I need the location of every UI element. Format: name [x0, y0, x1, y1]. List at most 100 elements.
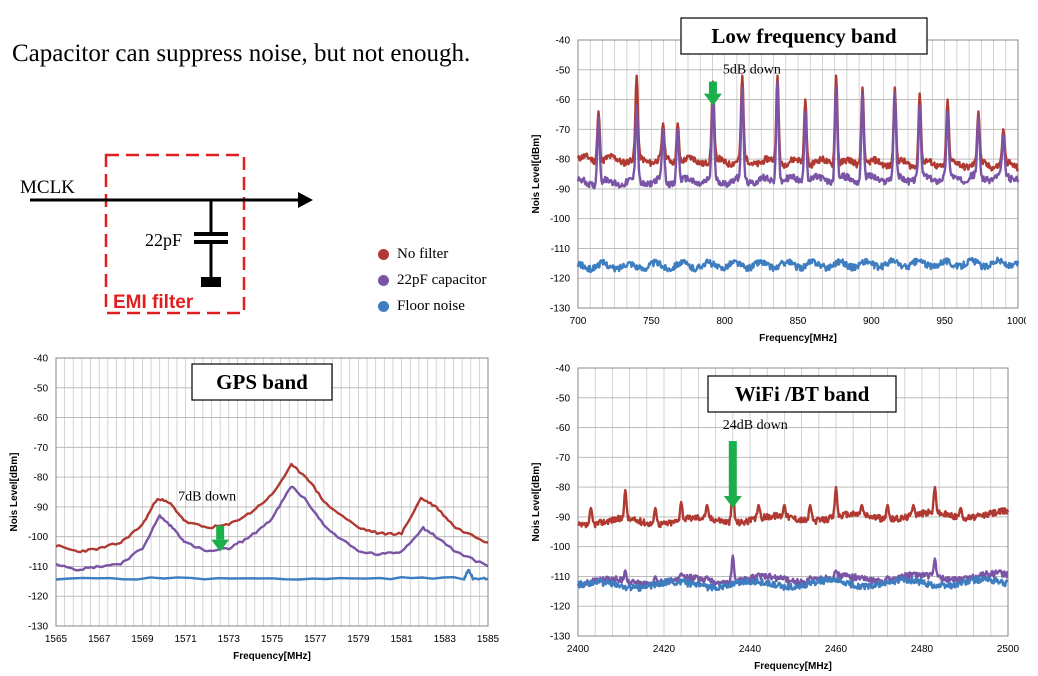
- x-tick-label: 1000: [1007, 316, 1026, 327]
- x-tick-label: 2440: [739, 644, 762, 655]
- x-tick-label: 2460: [825, 644, 848, 655]
- plot-area: [577, 367, 1009, 637]
- y-tick-label: -80: [556, 483, 571, 494]
- x-tick-label: 1575: [261, 634, 284, 645]
- series-line-floor-noise: [55, 568, 489, 581]
- legend-item-22pf-capacitor: 22pF capacitor: [378, 267, 487, 293]
- chart-title-box: [191, 363, 333, 401]
- mclk-label: MCLK: [20, 177, 75, 198]
- y-tick-label: -60: [34, 413, 49, 424]
- y-tick-label: -130: [28, 622, 48, 633]
- annotation-label: 7dB down: [178, 490, 236, 505]
- x-tick-label: 1573: [218, 634, 241, 645]
- chart-title: WiFi /BT band: [735, 382, 870, 406]
- x-tick-label: 1581: [390, 634, 413, 645]
- legend-marker: [378, 274, 389, 286]
- annotation-arrow-icon: [211, 525, 230, 552]
- y-tick-label: -120: [550, 274, 570, 285]
- x-axis-label: Frequency[MHz]: [759, 333, 837, 344]
- x-tick-label: 1571: [174, 634, 197, 645]
- x-tick-label: 1565: [45, 634, 68, 645]
- slide-headline: Capacitor can suppress noise, but not en…: [12, 40, 471, 67]
- y-tick-label: -100: [550, 214, 570, 225]
- y-tick-label: -80: [556, 155, 571, 166]
- x-tick-label: 1577: [304, 634, 327, 645]
- signal-arrow-icon: [298, 192, 313, 208]
- y-tick-label: -40: [34, 354, 49, 365]
- chart-title: GPS band: [216, 370, 308, 394]
- y-tick-label: -120: [28, 592, 48, 603]
- y-tick-label: -50: [556, 393, 571, 404]
- ground-icon: [201, 277, 221, 287]
- y-tick-label: -90: [556, 512, 571, 523]
- y-tick-label: -50: [34, 383, 49, 394]
- capacitor-value-label: 22pF: [145, 230, 182, 250]
- series-line-no-filter: [577, 482, 1010, 529]
- y-tick-label: -90: [34, 502, 49, 513]
- y-tick-label: -110: [551, 572, 571, 583]
- annotation-arrow-icon: [703, 81, 722, 106]
- x-tick-label: 850: [790, 316, 807, 327]
- y-tick-label: -70: [34, 443, 49, 454]
- x-tick-label: 700: [570, 316, 587, 327]
- x-tick-label: 2500: [997, 644, 1020, 655]
- x-tick-label: 2480: [911, 644, 934, 655]
- y-tick-label: -60: [556, 95, 571, 106]
- chart-title: Low frequency band: [711, 24, 896, 48]
- x-tick-label: 1567: [88, 634, 111, 645]
- y-tick-label: -110: [29, 562, 49, 573]
- x-tick-label: 750: [643, 316, 660, 327]
- y-tick-label: -100: [550, 542, 570, 553]
- y-axis-label: Nois Level[dBm]: [531, 463, 542, 542]
- y-tick-label: -70: [556, 453, 571, 464]
- y-axis-label: Nois Level[dBm]: [531, 135, 542, 214]
- legend-marker: [378, 248, 389, 260]
- y-tick-label: -110: [551, 244, 571, 255]
- x-tick-label: 900: [863, 316, 880, 327]
- series-line-no-filter: [55, 462, 489, 554]
- y-tick-label: -40: [556, 36, 571, 47]
- legend-item-no-filter: No filter: [378, 241, 487, 267]
- y-tick-label: -80: [34, 473, 49, 484]
- y-tick-label: -50: [556, 65, 571, 76]
- emi-filter-box: [104, 153, 246, 315]
- legend-label: 22pF capacitor: [397, 271, 487, 288]
- legend-label: Floor noise: [397, 297, 465, 314]
- annotation-arrow-icon: [723, 441, 742, 509]
- emi-filter-label: EMI filter: [113, 292, 194, 313]
- legend: No filter 22pF capacitor Floor noise: [378, 241, 487, 319]
- series-line-22pf-capacitor: [576, 80, 1020, 190]
- x-axis-label: Frequency[MHz]: [754, 661, 832, 672]
- y-tick-label: -60: [556, 423, 571, 434]
- y-tick-label: -40: [556, 364, 571, 375]
- emi-filter-circuit-diagram: MCLK 22pF EMI filter: [20, 153, 313, 315]
- y-tick-label: -90: [556, 184, 571, 195]
- x-tick-label: 2420: [653, 644, 676, 655]
- x-axis-label: Frequency[MHz]: [233, 651, 311, 662]
- x-tick-label: 1585: [477, 634, 500, 645]
- x-tick-label: 1579: [347, 634, 370, 645]
- series-line-22pf-capacitor: [55, 485, 489, 572]
- y-tick-label: -100: [28, 532, 48, 543]
- y-tick-label: -130: [550, 632, 570, 643]
- series-line-floor-noise: [577, 575, 1009, 593]
- x-tick-label: 800: [716, 316, 733, 327]
- series-line-floor-noise: [576, 256, 1020, 274]
- legend-marker: [378, 300, 389, 312]
- y-tick-label: -130: [550, 304, 570, 315]
- y-axis-label: Nois Level[dBm]: [9, 453, 20, 532]
- x-tick-label: 1583: [434, 634, 457, 645]
- annotation-label: 24dB down: [723, 418, 788, 433]
- x-tick-label: 950: [936, 316, 953, 327]
- chart-title-box: [707, 375, 897, 413]
- chart-title-box: [680, 17, 928, 55]
- y-tick-label: -120: [550, 602, 570, 613]
- x-tick-label: 2400: [567, 644, 590, 655]
- y-tick-label: -70: [556, 125, 571, 136]
- plot-area: [55, 357, 489, 627]
- annotation-label: 5dB down: [723, 63, 781, 78]
- legend-label: No filter: [397, 245, 449, 262]
